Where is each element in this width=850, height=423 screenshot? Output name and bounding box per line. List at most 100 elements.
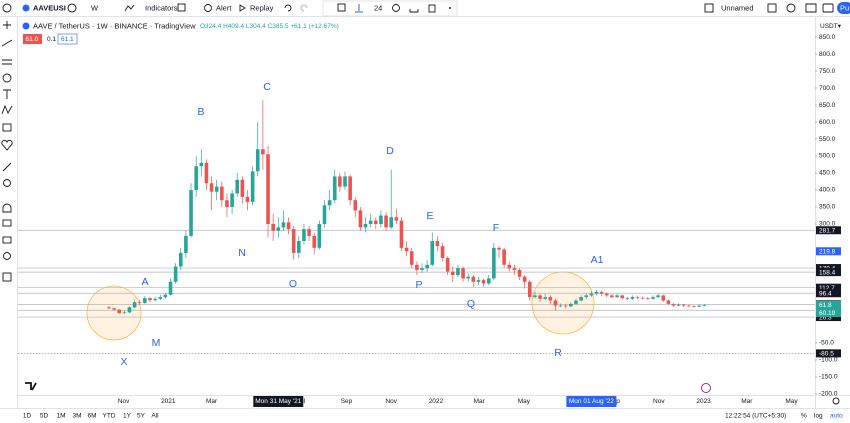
templates-icon[interactable] bbox=[177, 3, 186, 12]
percent-toggle[interactable]: % bbox=[801, 413, 807, 420]
line-width[interactable]: 24 bbox=[374, 3, 382, 12]
range-button[interactable]: All bbox=[151, 413, 159, 420]
range-button[interactable]: 1D bbox=[23, 413, 32, 420]
candle-body bbox=[302, 229, 306, 242]
price-marker: 61.8 bbox=[819, 302, 832, 309]
candle-body bbox=[225, 200, 229, 208]
fullscreen-icon[interactable] bbox=[805, 3, 817, 13]
time-label-bg bbox=[253, 396, 304, 407]
spread-badge: 0.1 bbox=[47, 36, 56, 43]
candle-body bbox=[440, 246, 445, 259]
alert-button[interactable]: Alert bbox=[216, 3, 232, 12]
publish-button-bg[interactable] bbox=[837, 2, 850, 14]
candle-body bbox=[630, 297, 635, 299]
trendline-tool[interactable] bbox=[1, 39, 13, 47]
replay-icon[interactable] bbox=[239, 4, 246, 12]
wave-label: X bbox=[120, 356, 127, 368]
range-button[interactable]: 1Y bbox=[123, 413, 132, 420]
auto-toggle[interactable]: auto bbox=[830, 413, 843, 420]
y-tick-label: 350.0 bbox=[819, 204, 836, 211]
redo-button[interactable] bbox=[300, 4, 308, 12]
axis-settings[interactable] bbox=[832, 397, 840, 405]
text-tool[interactable] bbox=[3, 89, 11, 99]
candle-body bbox=[143, 298, 147, 303]
candle-body bbox=[656, 295, 660, 298]
countdown-bg bbox=[816, 308, 841, 317]
settings-icon[interactable] bbox=[786, 3, 796, 13]
candle-body bbox=[348, 176, 352, 201]
more-tool[interactable] bbox=[449, 7, 451, 9]
stay-drawing-tool[interactable] bbox=[2, 219, 12, 227]
magnet-tool[interactable] bbox=[2, 203, 12, 213]
candle-body bbox=[317, 224, 322, 248]
log-toggle[interactable]: log bbox=[814, 413, 823, 420]
candle-body bbox=[517, 269, 522, 277]
wave-label: F bbox=[493, 222, 499, 234]
range-button[interactable]: 6M bbox=[87, 413, 96, 420]
candle-body bbox=[594, 292, 599, 294]
replay-button[interactable]: Replay bbox=[250, 3, 274, 12]
settings-tool[interactable] bbox=[392, 4, 400, 12]
crosshair-tool[interactable] bbox=[3, 21, 11, 29]
pattern-tool[interactable] bbox=[2, 73, 12, 83]
symbol-logo bbox=[22, 4, 30, 12]
indicators-icon[interactable] bbox=[124, 4, 135, 12]
candle-body bbox=[646, 298, 650, 299]
draw-tool[interactable] bbox=[337, 3, 346, 12]
wave-label: C bbox=[263, 81, 271, 93]
candle-body bbox=[697, 305, 701, 307]
delete-tool[interactable] bbox=[428, 4, 436, 13]
layout-name[interactable]: Unnamed bbox=[721, 3, 754, 12]
candle-body bbox=[307, 229, 311, 236]
symbol-name[interactable]: AAVEUSI bbox=[33, 3, 66, 12]
candle-body bbox=[358, 210, 363, 228]
wave-label: P bbox=[415, 279, 422, 291]
candle-body bbox=[204, 162, 209, 184]
compare-button[interactable] bbox=[67, 3, 77, 13]
range-button[interactable]: YTD bbox=[103, 413, 116, 420]
xabcd-tool[interactable] bbox=[1, 104, 13, 115]
candle-body bbox=[681, 304, 686, 306]
range-button[interactable]: 3M bbox=[72, 413, 81, 420]
interval[interactable]: W bbox=[91, 3, 99, 12]
bid-badge-bg bbox=[23, 34, 42, 44]
x-tick-label: Mar bbox=[206, 398, 218, 405]
candle-body bbox=[399, 220, 404, 248]
price-marker-bg bbox=[816, 300, 841, 309]
alert-icon[interactable] bbox=[204, 4, 212, 12]
fib-tool[interactable] bbox=[2, 59, 12, 65]
snapshot-icon[interactable] bbox=[822, 3, 834, 13]
candle-body bbox=[199, 162, 204, 167]
lock-tool[interactable] bbox=[409, 9, 419, 13]
icon-tool[interactable] bbox=[1, 139, 13, 151]
range-button[interactable]: 5Y bbox=[137, 413, 146, 420]
candle-body bbox=[127, 307, 132, 313]
measure-tool[interactable] bbox=[2, 162, 12, 172]
hide-tool[interactable] bbox=[3, 252, 11, 260]
currency-selector[interactable]: USDT▾ bbox=[820, 23, 842, 30]
drawing-toolbar bbox=[322, 0, 458, 17]
line-style[interactable] bbox=[355, 4, 363, 13]
layout-icon[interactable] bbox=[767, 3, 777, 13]
lock-drawings-tool[interactable] bbox=[2, 236, 12, 244]
candle-body bbox=[230, 193, 234, 208]
candle-body bbox=[122, 312, 127, 314]
candle-body bbox=[430, 241, 435, 265]
projection-tool[interactable] bbox=[2, 123, 12, 132]
zoom-tool[interactable] bbox=[3, 179, 11, 187]
range-button[interactable]: 1M bbox=[56, 413, 65, 420]
events-icon[interactable] bbox=[701, 383, 711, 393]
indicators-button[interactable]: Indicators bbox=[145, 3, 178, 12]
candle-body bbox=[599, 292, 604, 294]
menu-icon[interactable] bbox=[2, 3, 12, 13]
wave-label: Q bbox=[467, 298, 475, 310]
candle-body bbox=[481, 280, 486, 284]
publish-button[interactable]: Pu bbox=[840, 3, 849, 12]
undo-button[interactable] bbox=[284, 4, 292, 12]
range-button[interactable]: 5D bbox=[40, 413, 49, 420]
layout-checkbox[interactable] bbox=[704, 3, 714, 13]
remove-tool[interactable] bbox=[2, 272, 12, 282]
candle-body bbox=[286, 222, 291, 230]
clock: 12:22:54 (UTC+5:30) bbox=[725, 413, 786, 420]
candle-body bbox=[245, 196, 250, 202]
